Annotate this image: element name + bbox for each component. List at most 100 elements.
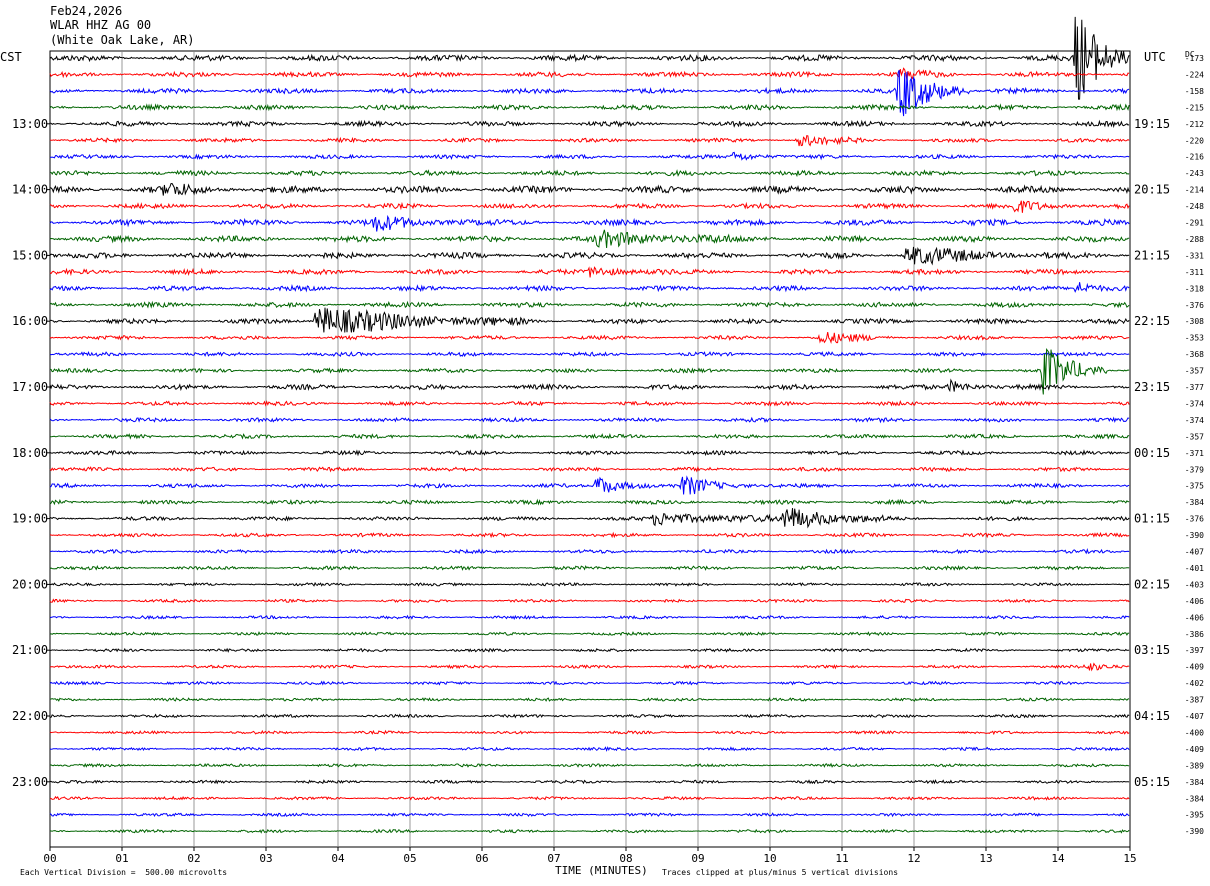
plot-frame xyxy=(49,50,1131,848)
trace-line-35 xyxy=(49,631,1130,637)
dc-offset-label: -377 xyxy=(1185,383,1204,392)
dc-offset-label: -248 xyxy=(1185,202,1204,211)
trace-line-39 xyxy=(49,697,1130,702)
right-time-label: 05:15 xyxy=(1134,775,1170,789)
right-time-label: 22:15 xyxy=(1134,314,1170,328)
trace-line-9 xyxy=(49,200,1130,213)
trace-line-17 xyxy=(49,332,1130,345)
trace-line-5 xyxy=(49,134,1130,147)
trace-line-31 xyxy=(49,564,1130,571)
trace-line-11 xyxy=(49,229,1130,249)
trace-line-1 xyxy=(49,67,1130,80)
x-tick-label: 01 xyxy=(115,852,128,865)
dc-offset-label: -409 xyxy=(1185,745,1204,754)
trace-line-22 xyxy=(49,416,1130,424)
dc-offset-label: -407 xyxy=(1185,548,1204,557)
trace-line-18 xyxy=(49,351,1130,358)
dc-offset-label: -212 xyxy=(1185,120,1204,129)
right-time-label: 19:15 xyxy=(1134,117,1170,131)
dc-offset-label: -214 xyxy=(1185,186,1204,195)
trace-line-37 xyxy=(49,662,1130,672)
x-tick-label: 07 xyxy=(547,852,560,865)
left-timezone-label: CST xyxy=(0,50,22,64)
dc-offset-label: -308 xyxy=(1185,317,1204,326)
trace-line-29 xyxy=(49,531,1130,539)
dc-offset-label: -409 xyxy=(1185,663,1204,672)
trace-line-4 xyxy=(49,119,1130,129)
trace-line-7 xyxy=(49,169,1130,178)
left-time-label: 14:00 xyxy=(12,183,48,197)
dc-offset-label: -384 xyxy=(1185,794,1204,803)
trace-line-36 xyxy=(50,647,1130,653)
trace-line-28 xyxy=(49,508,1130,529)
header-station: WLAR HHZ AG 00 xyxy=(50,18,152,32)
trace-line-14 xyxy=(49,282,1130,293)
x-tick-label: 10 xyxy=(763,852,776,865)
dc-offset-label: -311 xyxy=(1185,268,1204,277)
trace-line-25 xyxy=(49,465,1130,473)
trace-line-2 xyxy=(49,69,1130,117)
dc-offset-label: -288 xyxy=(1185,235,1204,244)
left-time-label: 13:00 xyxy=(12,117,48,131)
trace-line-34 xyxy=(49,614,1130,621)
right-time-label: 04:15 xyxy=(1134,709,1170,723)
dc-offset-label: -357 xyxy=(1185,367,1204,376)
dc-offset-label: -390 xyxy=(1185,827,1204,836)
x-tick-label: 13 xyxy=(979,852,992,865)
trace-line-32 xyxy=(49,581,1130,587)
x-axis-label: TIME (MINUTES) xyxy=(555,864,648,877)
left-time-label: 22:00 xyxy=(12,709,48,723)
header-location: (White Oak Lake, AR) xyxy=(50,33,195,47)
dc-offset-label: -384 xyxy=(1185,778,1204,787)
trace-line-41 xyxy=(49,729,1130,736)
trace-line-8 xyxy=(49,182,1130,196)
right-time-label: 20:15 xyxy=(1134,183,1170,197)
left-time-label: 21:00 xyxy=(12,643,48,657)
dc-offset-label: -387 xyxy=(1185,696,1204,705)
dc-offset-label: -215 xyxy=(1185,103,1204,112)
x-tick-label: 14 xyxy=(1051,852,1065,865)
dc-offset-label: -402 xyxy=(1185,679,1204,688)
dc-offset-label: -400 xyxy=(1185,728,1204,737)
trace-line-19 xyxy=(49,348,1130,395)
dc-offset-label: -407 xyxy=(1185,712,1204,721)
trace-line-16 xyxy=(49,307,1130,333)
left-time-label: 19:00 xyxy=(12,512,48,526)
trace-line-3 xyxy=(49,103,1130,112)
dc-offset-label: -375 xyxy=(1185,482,1204,491)
right-time-label: 03:15 xyxy=(1134,643,1170,657)
dc-offset-label: -158 xyxy=(1185,87,1204,96)
trace-line-44 xyxy=(49,779,1130,785)
dc-offset-label: -406 xyxy=(1185,597,1204,606)
x-tick-label: 05 xyxy=(403,852,416,865)
trace-line-21 xyxy=(49,400,1130,407)
x-tick-label: 15 xyxy=(1123,852,1136,865)
dc-offset-label: -371 xyxy=(1185,449,1204,458)
trace-line-38 xyxy=(49,680,1130,686)
trace-line-27 xyxy=(49,498,1130,506)
right-time-label: 23:15 xyxy=(1134,380,1170,394)
trace-line-10 xyxy=(49,214,1130,232)
dc-offset-label: -389 xyxy=(1185,761,1204,770)
left-time-label: 18:00 xyxy=(12,446,48,460)
dc-offset-label: -376 xyxy=(1185,515,1204,524)
trace-line-33 xyxy=(49,598,1130,604)
x-tick-label: 00 xyxy=(43,852,56,865)
x-tick-label: 11 xyxy=(835,852,848,865)
dc-offset-label: -403 xyxy=(1185,580,1204,589)
trace-line-40 xyxy=(50,713,1130,719)
trace-line-45 xyxy=(49,795,1130,801)
right-time-label: 21:15 xyxy=(1134,248,1170,262)
right-time-label: 00:15 xyxy=(1134,446,1170,460)
trace-line-6 xyxy=(49,151,1130,161)
dc-offset-label: -243 xyxy=(1185,169,1204,178)
left-time-label: 23:00 xyxy=(12,775,48,789)
dc-label: DC xyxy=(1185,50,1195,59)
dc-offset-label: -397 xyxy=(1185,646,1204,655)
right-time-label: 02:15 xyxy=(1134,577,1170,591)
dc-offset-label: -291 xyxy=(1185,219,1204,228)
trace-line-43 xyxy=(49,762,1130,768)
dc-offset-label: -220 xyxy=(1185,136,1204,145)
right-timezone-label: UTC xyxy=(1144,50,1166,64)
header-date: Feb24,2026 xyxy=(50,4,123,18)
